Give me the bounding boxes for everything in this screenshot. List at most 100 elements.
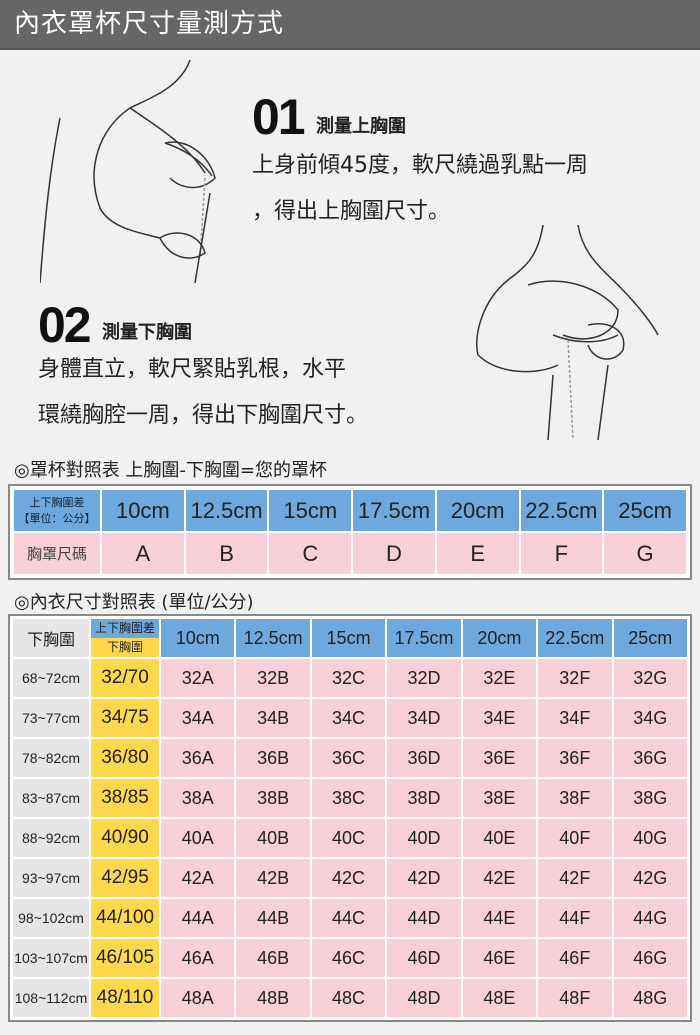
underbust-range: 108~112cm <box>13 979 89 1017</box>
cup-header-label: 上下胸圍差【單位：公分】 <box>14 490 100 531</box>
cup-diff-header: 20cm <box>436 490 519 531</box>
bra-size: 38F <box>538 779 612 817</box>
cup-diff-header: 10cm <box>102 490 184 531</box>
bra-size: 48F <box>538 979 612 1017</box>
bra-size: 34B <box>236 699 310 737</box>
size-chart-table: 下胸圍 上下胸圍差 下胸圍 10cm 12.5cm 15cm 17.5cm 20cm 22… <box>8 614 692 1022</box>
band-size: 42/95 <box>91 859 159 897</box>
cup-letter: F <box>520 533 603 574</box>
bra-size: 48G <box>613 979 687 1017</box>
header-line2: 【單位：公分】 <box>18 512 96 525</box>
bra-size: 40G <box>613 819 687 857</box>
bra-size: 44C <box>311 899 386 937</box>
underbust-range: 103~107cm <box>13 939 89 977</box>
cup-chart-table: 上下胸圍差 【單位：公分】 10cm 12.5cm 15cm 17.5cm 20cm 22.… <box>8 484 692 580</box>
bra-size: 46C <box>311 939 386 977</box>
table-row: 68~72cm 32/70 32A 32B 32C 32D 32E 32F 32G <box>13 659 687 697</box>
step1-number: 01 <box>252 89 306 145</box>
bra-size: 38G <box>613 779 687 817</box>
underbust-range: 83~87cm <box>13 779 89 817</box>
bra-size: 40E <box>462 819 537 857</box>
band-size: 46/105 <box>91 939 159 977</box>
step2-desc-line2: 環繞胸腔一周，得出下胸圍尺寸。 <box>38 403 369 428</box>
cup-letter: B <box>185 533 268 574</box>
bra-size: 48D <box>387 979 461 1017</box>
bra-size: 40F <box>538 819 612 857</box>
bra-size: 34D <box>387 699 461 737</box>
size-split-header: 上下胸圍差 下胸圍 <box>91 619 159 657</box>
bra-size: 38B <box>236 779 310 817</box>
cup-diff-header: 17.5cm <box>353 490 435 531</box>
table-row: 78~82cm 36/80 36A 36B 36C 36D 36E 36F 36G <box>13 739 687 777</box>
underbust-range: 78~82cm <box>13 739 89 777</box>
bra-size: 42B <box>236 859 310 897</box>
bra-size: 46E <box>462 939 537 977</box>
underbust-range: 73~77cm <box>13 699 89 737</box>
table-row: 93~97cm 42/95 42A 42B 42C 42D 42E 42F 42G <box>13 859 687 897</box>
cup-section-label: ◎罩杯對照表 上胸圍-下胸圍=您的罩杯 <box>14 460 328 481</box>
underbust-range: 88~92cm <box>13 819 89 857</box>
bra-size: 44B <box>236 899 310 937</box>
bra-size: 46A <box>161 939 235 977</box>
bra-size: 40A <box>161 819 235 857</box>
cup-header-row: 上下胸圍差 【單位：公分】 10cm 12.5cm 15cm 17.5cm 20cm 22.… <box>14 490 686 531</box>
bra-size: 42A <box>161 859 235 897</box>
size-diff-header: 25cm <box>613 619 687 657</box>
cup-letter: A <box>102 533 184 574</box>
size-diff-header: 12.5cm <box>236 619 310 657</box>
bra-size: 46G <box>613 939 687 977</box>
bra-size: 36E <box>462 739 537 777</box>
band-size: 36/80 <box>91 739 159 777</box>
bra-size: 34E <box>462 699 537 737</box>
bra-size: 42E <box>462 859 537 897</box>
table-row: 83~87cm 38/85 38A 38B 38C 38D 38E 38F 38G <box>13 779 687 817</box>
bra-size: 38A <box>161 779 235 817</box>
bra-size: 38D <box>387 779 461 817</box>
band-size: 48/110 <box>91 979 159 1017</box>
table-row: 98~102cm 44/100 44A 44B 44C 44D 44E 44F 44G <box>13 899 687 937</box>
bra-size: 48A <box>161 979 235 1017</box>
bra-size: 34A <box>161 699 235 737</box>
underbust-range: 68~72cm <box>13 659 89 697</box>
cup-letter: E <box>436 533 519 574</box>
bra-size: 32A <box>161 659 235 697</box>
bra-size: 44A <box>161 899 235 937</box>
bra-size: 44E <box>462 899 537 937</box>
table-row: 103~107cm 46/105 46A 46B 46C 46D 46E 46F 46G <box>13 939 687 977</box>
step1-title: 測量上胸圍 <box>316 116 406 137</box>
size-diff-header: 17.5cm <box>387 619 461 657</box>
band-size: 32/70 <box>91 659 159 697</box>
size-corner-label: 下胸圍 <box>13 619 89 657</box>
size-diff-header: 10cm <box>161 619 235 657</box>
bra-size: 36G <box>613 739 687 777</box>
band-size: 34/75 <box>91 699 159 737</box>
step1-desc-line2: ，得出上胸圍尺寸。 <box>252 199 451 224</box>
size-section-label: ◎內衣尺寸對照表 (單位/公分) <box>14 592 254 613</box>
table-row: 88~92cm 40/90 40A 40B 40C 40D 40E 40F 40G <box>13 819 687 857</box>
bra-size: 42F <box>538 859 612 897</box>
step1-desc-line1: 上身前傾45度，軟尺繞過乳點一周 <box>252 153 588 178</box>
bra-size: 48C <box>311 979 386 1017</box>
bra-size: 44D <box>387 899 461 937</box>
header-line1: 上下胸圍差 <box>29 496 85 509</box>
size-diff-header: 20cm <box>462 619 537 657</box>
table-row: 108~112cm 48/110 48A 48B 48C 48D 48E 48F 48G <box>13 979 687 1017</box>
bra-size: 32B <box>236 659 310 697</box>
band-size: 40/90 <box>91 819 159 857</box>
bra-size: 46B <box>236 939 310 977</box>
bra-size: 36B <box>236 739 310 777</box>
bra-size: 42G <box>613 859 687 897</box>
split-top-label: 上下胸圍差 <box>91 619 159 638</box>
size-diff-header: 22.5cm <box>538 619 612 657</box>
bra-size: 42C <box>311 859 386 897</box>
bra-size: 36A <box>161 739 235 777</box>
bra-size: 40C <box>311 819 386 857</box>
bra-size: 48E <box>462 979 537 1017</box>
band-size: 38/85 <box>91 779 159 817</box>
under-bust-illustration <box>476 225 659 440</box>
bra-size: 32E <box>462 659 537 697</box>
bra-size: 48B <box>236 979 310 1017</box>
band-size: 44/100 <box>91 899 159 937</box>
cup-letter: G <box>604 533 686 574</box>
